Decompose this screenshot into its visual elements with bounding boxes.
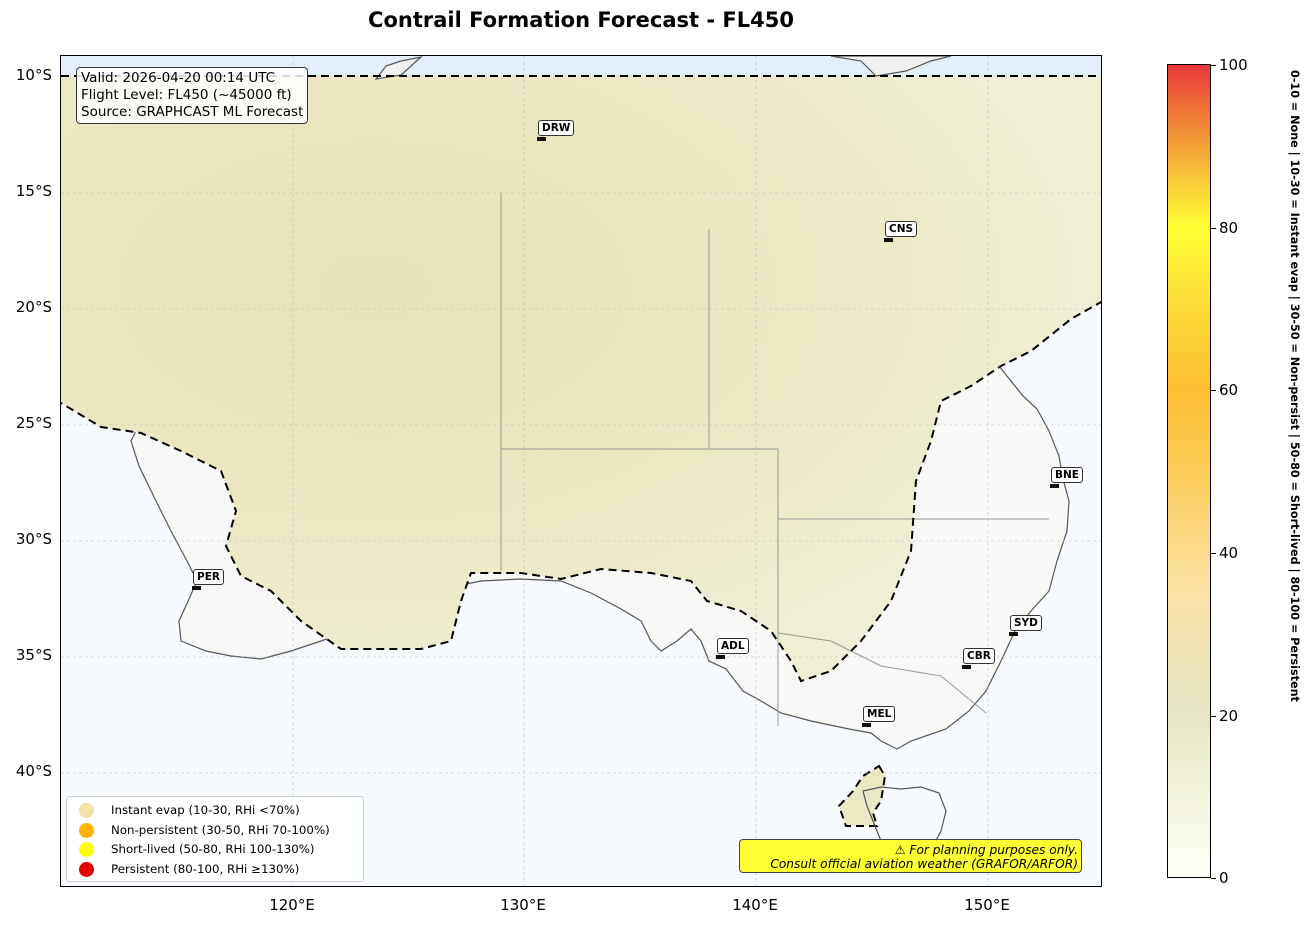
y-tick-label: 20°S <box>15 298 52 316</box>
y-tick-label: 30°S <box>15 530 52 548</box>
city-marker-icon <box>862 723 871 727</box>
island-timor <box>374 56 424 80</box>
city-label-cbr[interactable]: CBR <box>963 648 995 664</box>
y-tick-label: 35°S <box>15 646 52 664</box>
colorbar <box>1167 64 1211 878</box>
city-label-cns[interactable]: CNS <box>885 221 918 237</box>
y-tick-label: 10°S <box>15 66 52 84</box>
colorbar-tick-label: 100 <box>1219 56 1248 74</box>
city-label-syd[interactable]: SYD <box>1010 615 1042 631</box>
disclaimer-line-2: Consult official aviation weather (GRAFO… <box>770 857 1078 871</box>
x-tick-label: 130°E <box>500 896 546 914</box>
colorbar-tick <box>1211 390 1216 391</box>
x-tick-label: 120°E <box>269 896 315 914</box>
chart-title: Contrail Formation Forecast - FL450 <box>368 8 794 32</box>
colorbar-tick-label: 20 <box>1219 707 1239 725</box>
contrail-zone-instant-evap <box>61 76 1101 681</box>
legend-item-short-lived: Short-lived (50-80, RHi 100-130%) <box>79 840 315 858</box>
circle-icon <box>79 861 94 877</box>
x-tick-label: 140°E <box>732 896 778 914</box>
colorbar-tick <box>1211 228 1216 229</box>
city-label-per[interactable]: PER <box>193 569 224 585</box>
city-marker-icon <box>1050 484 1059 488</box>
legend-label: Non-persistent (30-50, RHi 70-100%) <box>111 823 330 837</box>
city-marker-icon <box>716 655 725 659</box>
legend-label: Persistent (80-100, RHi ≥130%) <box>111 862 300 876</box>
city-label-drw[interactable]: DRW <box>538 120 575 136</box>
legend-label: Instant evap (10-30, RHi <70%) <box>111 803 300 817</box>
legend-item-non-persistent: Non-persistent (30-50, RHi 70-100%) <box>79 821 330 839</box>
forecast-info-box: Valid: 2026-04-20 00:14 UTC Flight Level… <box>76 67 309 124</box>
colorbar-title: 0-10 = None | 10-30 = Instant evap | 30-… <box>1288 70 1301 702</box>
legend-item-persistent: Persistent (80-100, RHi ≥130%) <box>79 860 299 878</box>
circle-icon <box>79 841 94 857</box>
map-canvas <box>61 56 1101 886</box>
colorbar-tick-label: 0 <box>1219 869 1229 887</box>
state-borders <box>500 193 1049 726</box>
x-tick-label: 150°E <box>964 896 1010 914</box>
colorbar-tick-label: 60 <box>1219 381 1239 399</box>
map-panel[interactable] <box>60 55 1102 887</box>
forecast-source: Source: GRAPHCAST ML Forecast <box>81 104 304 120</box>
city-label-bne[interactable]: BNE <box>1051 467 1083 483</box>
city-marker-icon <box>192 586 201 590</box>
colorbar-tick <box>1211 553 1216 554</box>
y-tick-label: 15°S <box>15 182 52 200</box>
colorbar-tick-label: 40 <box>1219 544 1239 562</box>
disclaimer-line-1: ⚠ For planning purposes only. <box>894 843 1078 857</box>
colorbar-tick <box>1211 716 1216 717</box>
valid-time: Valid: 2026-04-20 00:14 UTC <box>81 70 276 86</box>
city-marker-icon <box>1009 632 1018 636</box>
disclaimer-box: ⚠ For planning purposes only. Consult of… <box>739 839 1082 873</box>
colorbar-tick <box>1211 878 1216 879</box>
contrail-zone-tasmania <box>837 764 887 827</box>
colorbar-tick-label: 80 <box>1219 219 1239 237</box>
gridlines <box>61 56 1101 886</box>
legend-item-instant-evap: Instant evap (10-30, RHi <70%) <box>79 801 300 819</box>
circle-icon <box>79 802 94 818</box>
tasmania <box>862 786 947 857</box>
city-marker-icon <box>884 238 893 242</box>
y-tick-label: 25°S <box>15 414 52 432</box>
legend: Instant evap (10-30, RHi <70%) Non-persi… <box>66 796 364 882</box>
city-marker-icon <box>537 137 546 141</box>
city-marker-icon <box>962 665 971 669</box>
city-label-adl[interactable]: ADL <box>717 638 749 654</box>
new-guinea <box>830 56 952 77</box>
y-tick-label: 40°S <box>15 762 52 780</box>
colorbar-tick <box>1211 65 1216 66</box>
circle-icon <box>79 822 94 838</box>
flight-level: Flight Level: FL450 (~45000 ft) <box>81 87 292 103</box>
city-label-mel[interactable]: MEL <box>863 706 896 722</box>
ocean-north <box>61 56 1101 76</box>
legend-label: Short-lived (50-80, RHi 100-130%) <box>111 842 315 856</box>
